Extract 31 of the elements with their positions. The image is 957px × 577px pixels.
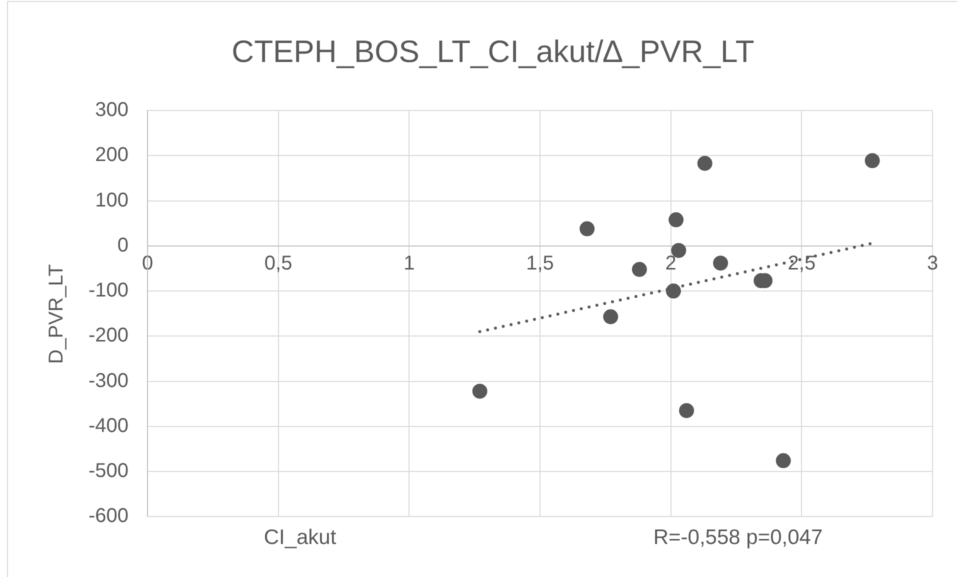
y-tick-label: 300 <box>95 99 128 122</box>
y-tick-label: -100 <box>88 280 128 302</box>
x-axis-title: CI_akut <box>264 526 336 550</box>
y-tick-label: 0 <box>117 234 128 256</box>
x-tick-label: 1,5 <box>526 252 554 274</box>
x-tick-label: 1 <box>404 252 415 274</box>
point <box>472 384 488 399</box>
point <box>666 284 681 299</box>
point <box>603 309 618 324</box>
y-axis-title: D_PVR_LT <box>46 264 68 364</box>
point <box>864 153 880 168</box>
y-tick-label: 200 <box>95 144 128 166</box>
y-tick-label: 100 <box>95 189 128 212</box>
point <box>632 262 647 277</box>
x-tick-label: 0,5 <box>264 252 292 274</box>
point <box>580 221 595 236</box>
x-tick-label: 2 <box>665 252 676 274</box>
point <box>776 453 791 468</box>
text: R=-0,558 p=0,047 <box>653 526 823 550</box>
point <box>713 256 728 271</box>
y-tick-label: -400 <box>88 414 128 437</box>
x-tick-label: 3 <box>926 252 938 274</box>
point <box>697 156 712 171</box>
chart-title: CTEPH_BOS_LT_CI_akut/∆_PVR_LT <box>232 34 754 70</box>
x-tick-label: 2,5 <box>788 252 816 274</box>
y-tick-label: -500 <box>88 460 128 482</box>
point <box>668 212 684 228</box>
point <box>679 403 694 418</box>
y-tick-label: -300 <box>88 370 128 392</box>
y-tick-label: -600 <box>88 505 128 528</box>
y-tick-label: -200 <box>88 324 128 347</box>
